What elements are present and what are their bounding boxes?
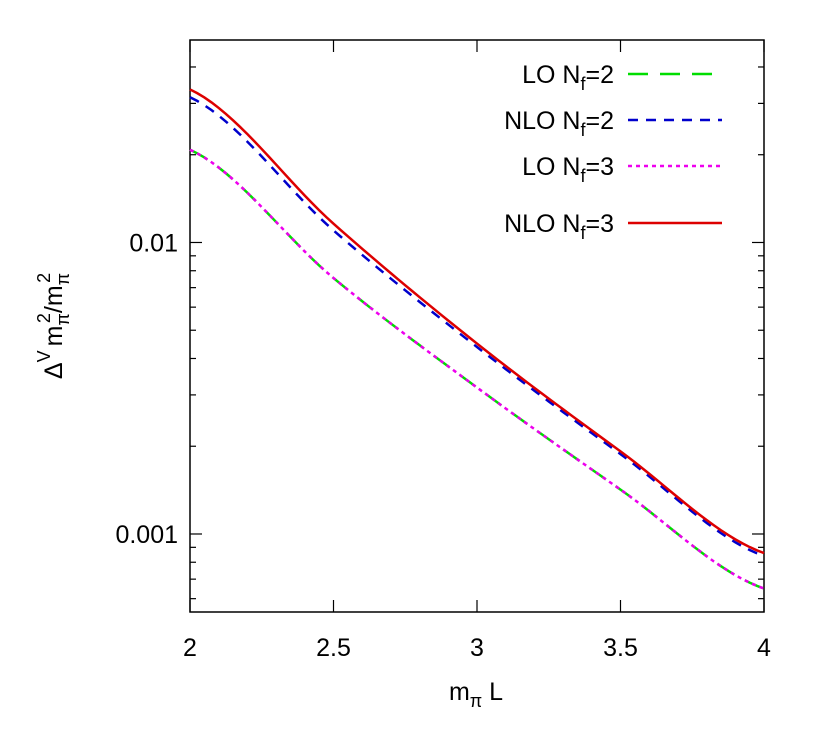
y-tick-labels: 0.001 0.01 (115, 229, 178, 549)
y-axis-label-sub2: π (53, 273, 73, 285)
legend-label-3: LO Nf=3 (522, 153, 614, 186)
y-axis-label-sub1: π (53, 313, 73, 325)
y-axis-label-m1: m (40, 326, 68, 347)
y-axis-label: ΔVmπ2/mπ2 (34, 273, 73, 379)
legend-label-1: LO Nf=2 (522, 61, 614, 94)
legend-label-2: NLO Nf=2 (504, 107, 614, 140)
y-axis-label-delta: Δ (40, 362, 68, 379)
y-axis-label-sup-v: V (34, 350, 54, 362)
series-line-3 (189, 148, 765, 590)
plot-frame (189, 39, 765, 613)
x-axis-label: mπ L (449, 678, 503, 711)
y-axis-label-sup2: 2 (34, 273, 54, 283)
legend-label-4: NLO Nf=3 (504, 210, 614, 243)
y-axis-label-sup1: 2 (34, 313, 54, 323)
series-line-2 (189, 96, 765, 558)
series-lines (189, 88, 765, 590)
y-tick-label: 0.001 (115, 521, 178, 549)
axis-ticks (189, 40, 765, 612)
series-line-4 (189, 88, 765, 555)
y-tick-label: 0.01 (129, 229, 178, 257)
x-axis-label-sub: π (470, 691, 482, 711)
x-tick-label: 3.5 (603, 634, 638, 662)
x-tick-label: 3 (470, 634, 484, 662)
x-tick-label: 2.5 (316, 634, 351, 662)
x-axis-label-rest: L (482, 678, 503, 706)
x-tick-label: 4 (757, 634, 771, 662)
legend: LO Nf=2 NLO Nf=2 LO Nf=3 NLO Nf=3 (504, 61, 722, 243)
series-line-1 (189, 148, 765, 590)
x-tick-label: 2 (183, 634, 197, 662)
y-axis-label-slash: /m (40, 285, 68, 313)
x-tick-labels: 2 2.5 3 3.5 4 (183, 634, 771, 662)
x-axis-label-main: m (449, 678, 470, 706)
